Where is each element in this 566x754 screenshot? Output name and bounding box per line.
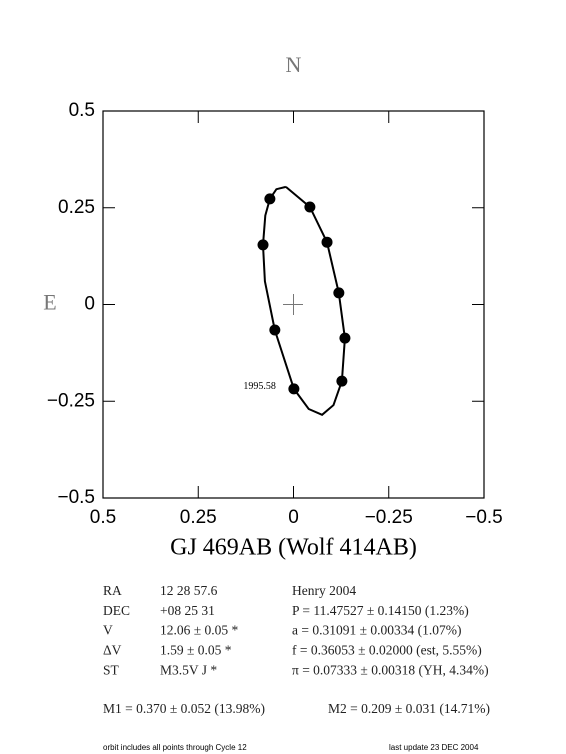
x-tick-label: 0.5 (90, 507, 116, 528)
x-axis-title: GJ 469AB (Wolf 414AB) (170, 535, 417, 561)
orbit-point (288, 383, 300, 395)
orbit-point (304, 201, 316, 213)
orbit-point (336, 375, 348, 387)
y-tick-label: 0.25 (58, 197, 95, 218)
info-cell: ΔV (103, 642, 122, 657)
info-cell: P = 11.47527 ± 0.14150 (1.23%) (292, 603, 469, 618)
orbit (261, 185, 346, 416)
info-cell: f = 0.36053 ± 0.02000 (est, 5.55%) (292, 642, 482, 657)
footer: last update 23 DEC 2004 (389, 743, 479, 752)
annotation: 1995.58 (243, 381, 276, 392)
y-tick-label: 0.5 (69, 100, 95, 121)
orbit-point (321, 236, 333, 248)
orbit-point (333, 287, 345, 299)
info-cell: π = 0.07333 ± 0.00318 (YH, 4.34%) (292, 662, 489, 677)
y-tick-label: 0 (84, 294, 95, 315)
info-cell: 12.06 ± 0.05 * (160, 623, 239, 638)
orbit-point (339, 332, 351, 344)
orbit-point (264, 193, 276, 205)
x-tick-label: −0.5 (465, 507, 503, 528)
info-cell: DEC (103, 603, 130, 618)
info-cell: Henry 2004 (292, 583, 356, 598)
info-cell: a = 0.31091 ± 0.00334 (1.07%) (292, 623, 462, 638)
mass: M2 = 0.209 ± 0.031 (14.71%) (328, 701, 490, 716)
info-cell: V (103, 623, 113, 638)
footer: orbit includes all points through Cycle … (103, 743, 247, 752)
info-cell: RA (103, 583, 122, 598)
mass: M1 = 0.370 ± 0.052 (13.98%) (103, 701, 265, 716)
x-tick-label: 0.25 (180, 507, 217, 528)
info-cell: 12 28 57.6 (160, 583, 218, 598)
east-label: E (43, 290, 56, 315)
info-cell: M3.5V J * (160, 662, 217, 677)
info-cell: 1.59 ± 0.05 * (160, 642, 232, 657)
orbit-point (257, 239, 269, 251)
info-cell: ST (103, 662, 120, 677)
y-tick-label: −0.25 (47, 390, 95, 411)
x-tick-label: −0.25 (365, 507, 413, 528)
y-tick-label: −0.5 (57, 487, 95, 508)
north-label: N (286, 52, 302, 77)
x-tick-label: 0 (288, 507, 299, 528)
orbit-point (269, 324, 281, 336)
info-cell: +08 25 31 (160, 603, 215, 618)
